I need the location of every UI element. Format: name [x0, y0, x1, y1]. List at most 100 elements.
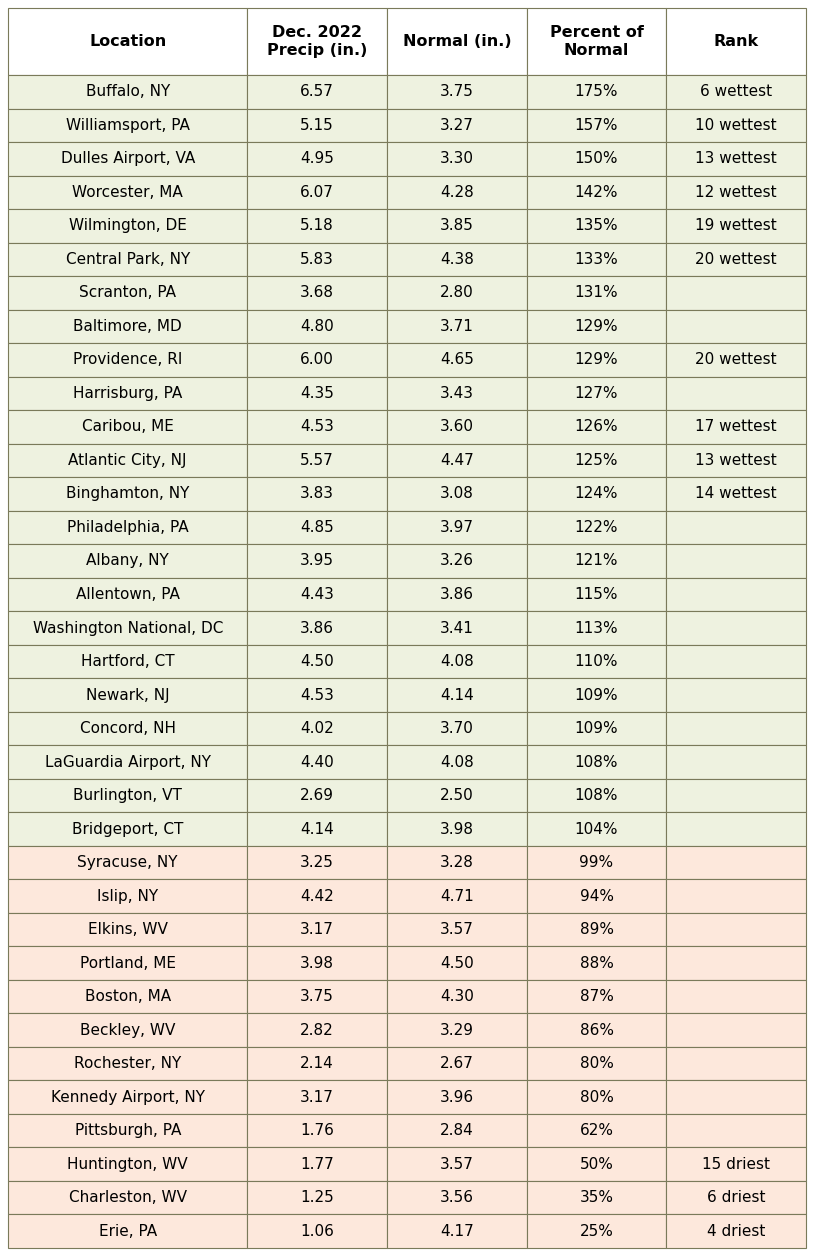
Bar: [387, 1114, 527, 1148]
Text: 150%: 150%: [575, 151, 619, 166]
Text: 3.57: 3.57: [440, 922, 474, 937]
Bar: [8, 980, 247, 1014]
Bar: [387, 75, 527, 108]
Text: 3.98: 3.98: [440, 821, 474, 836]
Text: Scranton, PA: Scranton, PA: [79, 285, 176, 300]
Text: 2.69: 2.69: [300, 788, 335, 803]
Bar: [247, 1148, 387, 1181]
Text: 2.82: 2.82: [300, 1022, 334, 1037]
Text: 10 wettest: 10 wettest: [695, 118, 777, 133]
Bar: [527, 612, 667, 644]
Bar: [667, 8, 806, 75]
Text: 108%: 108%: [575, 788, 619, 803]
Text: 5.15: 5.15: [300, 118, 334, 133]
Bar: [8, 1048, 247, 1080]
Bar: [387, 310, 527, 343]
Bar: [667, 1181, 806, 1215]
Bar: [527, 477, 667, 511]
Text: 4 driest: 4 driest: [707, 1223, 765, 1238]
Bar: [247, 1080, 387, 1114]
Text: 3.60: 3.60: [440, 420, 474, 435]
Text: Pittsburgh, PA: Pittsburgh, PA: [75, 1123, 181, 1138]
Bar: [247, 208, 387, 242]
Text: 6.57: 6.57: [300, 84, 335, 99]
Text: 86%: 86%: [580, 1022, 614, 1037]
Text: 133%: 133%: [575, 252, 619, 266]
Bar: [247, 779, 387, 813]
Bar: [247, 612, 387, 644]
Bar: [387, 913, 527, 946]
Text: 15 driest: 15 driest: [702, 1157, 770, 1172]
Text: 110%: 110%: [575, 654, 619, 669]
Bar: [247, 377, 387, 411]
Bar: [667, 578, 806, 612]
Text: 109%: 109%: [575, 687, 619, 702]
Text: Elkins, WV: Elkins, WV: [88, 922, 168, 937]
Bar: [387, 411, 527, 443]
Text: 4.53: 4.53: [300, 687, 335, 702]
Bar: [667, 1114, 806, 1148]
Text: 80%: 80%: [580, 1056, 614, 1071]
Text: 25%: 25%: [580, 1223, 614, 1238]
Bar: [667, 276, 806, 310]
Bar: [387, 511, 527, 544]
Text: 124%: 124%: [575, 486, 619, 501]
Text: 4.17: 4.17: [440, 1223, 474, 1238]
Text: 3.86: 3.86: [300, 620, 335, 636]
Bar: [387, 712, 527, 745]
Bar: [667, 779, 806, 813]
Bar: [8, 544, 247, 578]
Bar: [247, 1181, 387, 1215]
Bar: [387, 242, 527, 276]
Bar: [667, 443, 806, 477]
Bar: [247, 946, 387, 980]
Text: 2.84: 2.84: [440, 1123, 474, 1138]
Text: 4.30: 4.30: [440, 990, 474, 1004]
Bar: [8, 108, 247, 142]
Bar: [667, 544, 806, 578]
Text: 13 wettest: 13 wettest: [695, 151, 777, 166]
Text: 19 wettest: 19 wettest: [695, 219, 777, 234]
Bar: [247, 1014, 387, 1048]
Text: 5.18: 5.18: [300, 219, 334, 234]
Bar: [667, 242, 806, 276]
Text: 3.08: 3.08: [440, 486, 474, 501]
Text: 3.17: 3.17: [300, 922, 335, 937]
Bar: [247, 980, 387, 1014]
Bar: [667, 411, 806, 443]
Bar: [667, 612, 806, 644]
Text: Caribou, ME: Caribou, ME: [81, 420, 173, 435]
Text: Rochester, NY: Rochester, NY: [74, 1056, 182, 1071]
Bar: [527, 813, 667, 845]
Bar: [8, 913, 247, 946]
Text: 2.50: 2.50: [440, 788, 474, 803]
Bar: [8, 779, 247, 813]
Text: 127%: 127%: [575, 386, 619, 401]
Bar: [667, 477, 806, 511]
Text: 12 wettest: 12 wettest: [695, 185, 777, 200]
Text: 4.47: 4.47: [440, 453, 474, 468]
Bar: [387, 612, 527, 644]
Bar: [527, 310, 667, 343]
Text: 2.80: 2.80: [440, 285, 474, 300]
Text: Hartford, CT: Hartford, CT: [81, 654, 174, 669]
Text: 4.08: 4.08: [440, 654, 474, 669]
Bar: [247, 176, 387, 208]
Bar: [247, 678, 387, 712]
Text: 4.85: 4.85: [300, 520, 334, 535]
Text: Normal (in.): Normal (in.): [403, 34, 511, 49]
Text: 142%: 142%: [575, 185, 619, 200]
Bar: [667, 813, 806, 845]
Bar: [527, 8, 667, 75]
Text: 14 wettest: 14 wettest: [695, 486, 777, 501]
Text: 3.86: 3.86: [440, 587, 474, 602]
Text: 50%: 50%: [580, 1157, 614, 1172]
Bar: [667, 913, 806, 946]
Bar: [247, 544, 387, 578]
Text: Syracuse, NY: Syracuse, NY: [77, 855, 178, 870]
Bar: [247, 242, 387, 276]
Bar: [387, 1014, 527, 1048]
Text: Dulles Airport, VA: Dulles Airport, VA: [60, 151, 195, 166]
Bar: [527, 779, 667, 813]
Text: 99%: 99%: [580, 855, 614, 870]
